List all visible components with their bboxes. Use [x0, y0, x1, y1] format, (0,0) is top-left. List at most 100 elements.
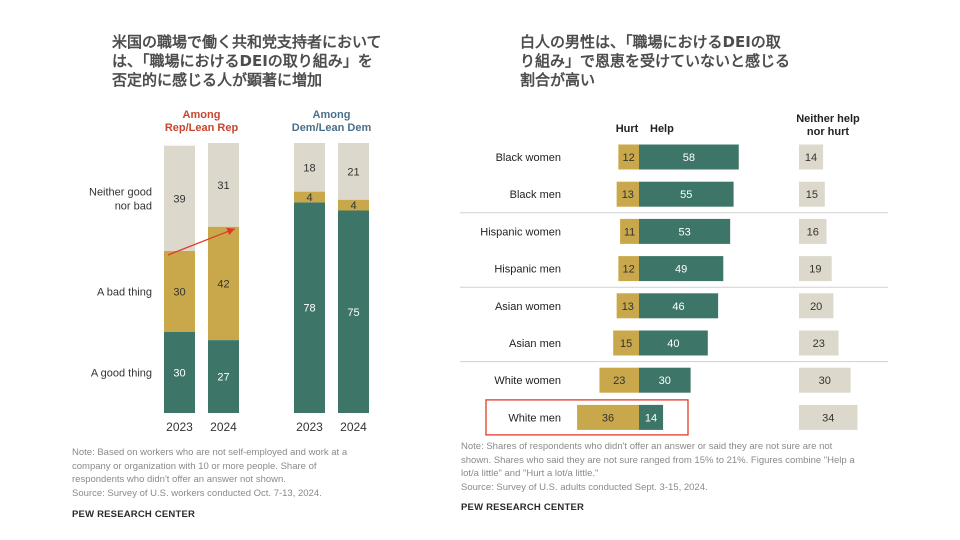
bar-neither [799, 144, 824, 170]
data-label-neither: 23 [813, 338, 825, 350]
data-label-hurt: 13 [622, 301, 634, 313]
x-tick-label: 2023 [166, 420, 193, 434]
left-title-line: 否定的に感じる人が顕著に増加 [112, 71, 323, 89]
data-label-hurt: 11 [624, 226, 635, 238]
right-note-line: shown. Shares who said they are not sure… [461, 454, 855, 466]
data-label-hurt: 13 [622, 189, 634, 201]
bar-help [639, 367, 691, 393]
bar-segment-neither [338, 143, 369, 200]
category-label: Black women [496, 152, 561, 164]
data-label: 30 [173, 368, 185, 380]
bar-neither [799, 256, 832, 282]
x-tick-label: 2023 [296, 420, 323, 434]
data-label-help: 14 [645, 412, 657, 424]
data-label: 18 [303, 162, 315, 174]
column-header-neither: Neither help [796, 113, 860, 125]
bar-segment-good [294, 202, 325, 413]
left-title: 米国の職場で働く共和党支持者において は、「職場におけるDEIの取り組み」を 否… [112, 33, 382, 90]
x-tick-label: 2024 [210, 420, 237, 434]
left-title-line: は、「職場におけるDEIの取り組み」を [112, 52, 373, 70]
bar-help [639, 181, 734, 207]
left-note-line: company or organization with 10 or more … [72, 460, 317, 472]
left-source-line: Source: Survey of U.S. workers conducted… [72, 487, 322, 499]
right-note-line: Note: Shares of respondents who didn't o… [461, 441, 833, 452]
right-title-line: 割合が高い [520, 71, 596, 89]
data-label-help: 30 [659, 375, 671, 387]
group-header: Rep/Lean Rep [165, 122, 239, 134]
bar-hurt [613, 330, 639, 356]
column-header-hurt: Hurt [616, 123, 639, 135]
group-header: Among [183, 109, 221, 121]
data-label: 4 [306, 192, 312, 204]
data-label-help: 53 [678, 226, 690, 238]
group-header: Dem/Lean Dem [292, 122, 372, 134]
trend-arrow [167, 227, 236, 256]
group-header: Among [313, 109, 351, 121]
bar-segment-bad [338, 199, 369, 211]
left-note-line: Note: Based on workers who are not self-… [72, 447, 348, 458]
bar-segment-bad [164, 251, 195, 332]
data-label-help: 55 [680, 189, 692, 201]
data-label: 30 [173, 287, 185, 299]
column-header-neither: nor hurt [807, 126, 849, 138]
category-label: Hispanic men [494, 264, 561, 276]
data-label-help: 49 [675, 264, 687, 276]
bar-help [639, 144, 739, 170]
left-title-line: 米国の職場で働く共和党支持者において [112, 33, 382, 51]
data-label: 39 [173, 193, 185, 205]
bar-neither [799, 293, 834, 319]
category-label: Asian women [495, 301, 561, 313]
data-label-hurt: 36 [602, 412, 614, 424]
data-label-neither: 15 [806, 189, 818, 201]
bar-hurt [618, 256, 639, 282]
category-label: White men [508, 412, 561, 424]
bar-neither [799, 404, 858, 430]
data-label: 4 [350, 200, 356, 212]
data-label-neither: 20 [810, 301, 822, 313]
series-label: Neither good [89, 186, 152, 198]
data-label: 78 [303, 303, 315, 315]
bar-hurt [616, 181, 639, 207]
data-label-neither: 30 [819, 375, 831, 387]
bar-help [639, 256, 724, 282]
data-label-hurt: 12 [623, 152, 635, 164]
bar-segment-neither [294, 143, 325, 192]
data-label-neither: 34 [822, 412, 834, 424]
x-tick-label: 2024 [340, 420, 367, 434]
bar-neither [799, 218, 827, 244]
bar-segment-good [164, 332, 195, 413]
bar-segment-good [208, 340, 239, 413]
data-label-neither: 14 [805, 152, 817, 164]
data-label-neither: 16 [807, 226, 819, 238]
bar-segment-good [338, 210, 369, 413]
data-label-help: 40 [667, 338, 679, 350]
bar-segment-neither [208, 143, 239, 227]
bar-help [639, 293, 719, 319]
bar-neither [799, 181, 825, 207]
data-label-help: 46 [672, 301, 684, 313]
data-label: 27 [217, 372, 229, 384]
right-note-line: lot/a little" and "Hurt a lot/a little." [461, 468, 599, 479]
highlight-box [485, 399, 689, 436]
right-brand: PEW RESEARCH CENTER [461, 502, 585, 513]
bar-help [639, 404, 664, 430]
left-note-line: respondents who didn't offer an answer n… [72, 474, 286, 485]
right-notes: Note: Shares of respondents who didn't o… [461, 440, 855, 494]
data-label: 75 [347, 307, 359, 319]
right-source-line: Source: Survey of U.S. adults conducted … [461, 481, 708, 493]
right-title: 白人の男性は、「職場におけるDEIの取 り組み」で恩恵を受けていないと感じる 割… [520, 33, 790, 90]
column-header-help: Help [650, 123, 674, 135]
series-label: A good thing [91, 368, 152, 380]
data-label-neither: 19 [809, 264, 821, 276]
bar-segment-neither [164, 145, 195, 251]
series-label: nor bad [115, 200, 152, 212]
bar-hurt [616, 293, 639, 319]
bar-hurt [577, 404, 639, 430]
bar-neither [799, 330, 839, 356]
data-label-hurt: 23 [613, 375, 625, 387]
data-label-help: 58 [683, 152, 695, 164]
left-notes: Note: Based on workers who are not self-… [72, 446, 347, 500]
bar-help [639, 218, 731, 244]
